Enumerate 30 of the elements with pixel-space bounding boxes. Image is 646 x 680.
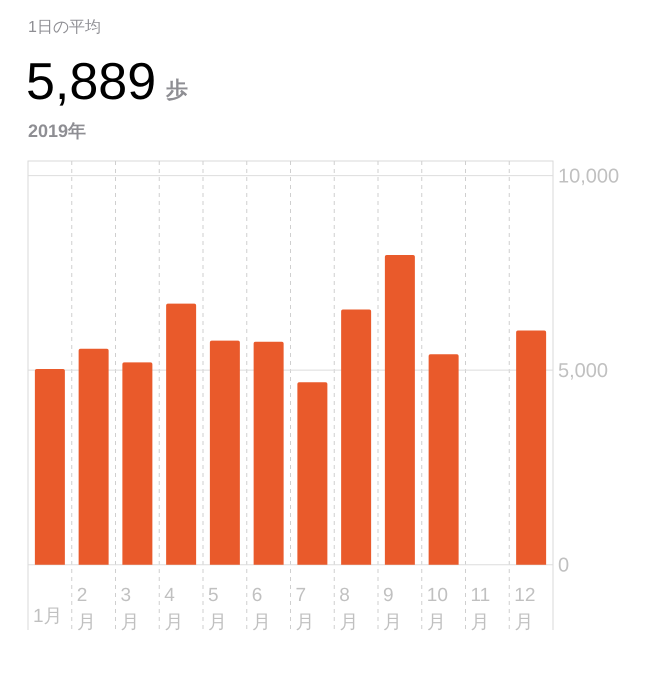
text: 歩 bbox=[165, 77, 188, 102]
chart-title: 1日の平均 bbox=[28, 19, 101, 36]
bar bbox=[341, 309, 372, 565]
bar bbox=[122, 362, 152, 565]
x-tick-label: 8月 bbox=[339, 585, 358, 633]
chart-subtitle: 2019年 bbox=[28, 121, 86, 141]
x-tick-label: 5月 bbox=[208, 585, 227, 633]
bar bbox=[297, 382, 328, 565]
bar bbox=[516, 330, 546, 565]
x-tick-label: 6月 bbox=[252, 585, 271, 633]
bar bbox=[428, 354, 459, 565]
bar bbox=[166, 304, 196, 565]
x-tick-label: 12月 bbox=[514, 585, 536, 633]
x-tick-label: 7月 bbox=[296, 585, 314, 633]
x-tick-label: 11月 bbox=[470, 585, 490, 633]
x-tick-label: 9月 bbox=[383, 585, 402, 633]
y-tick-label: 10,000 bbox=[558, 166, 620, 188]
y-tick-label: 0 bbox=[558, 554, 570, 577]
x-tick-label: 4月 bbox=[164, 585, 184, 633]
bar bbox=[210, 340, 240, 565]
x-tick-label: 2月 bbox=[76, 585, 96, 633]
bar bbox=[254, 342, 284, 565]
x-tick-label: 3月 bbox=[120, 585, 140, 633]
bar bbox=[384, 254, 415, 565]
x-tick-label: 10月 bbox=[426, 585, 448, 633]
y-tick-label: 5,000 bbox=[558, 360, 608, 382]
text: 5,889 bbox=[26, 53, 156, 111]
bar bbox=[78, 348, 109, 565]
bar bbox=[34, 368, 65, 565]
x-tick-label: 1月 bbox=[33, 606, 63, 627]
